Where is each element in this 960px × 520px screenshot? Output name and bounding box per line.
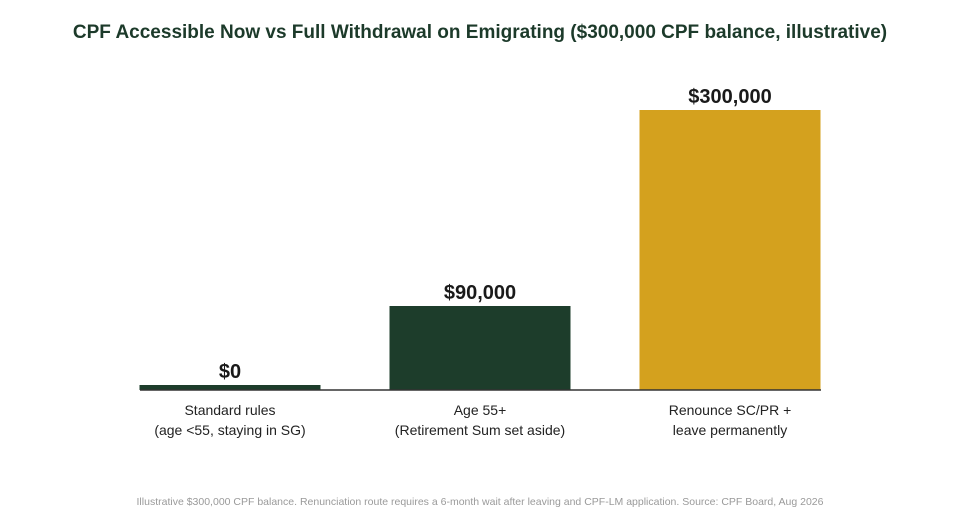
category-label-1-0: Age 55+ — [454, 402, 507, 418]
chart-title: CPF Accessible Now vs Full Withdrawal on… — [72, 22, 888, 43]
category-label-0-0: Standard rules — [184, 402, 275, 418]
category-label-1-1: (Retirement Sum set aside) — [395, 422, 565, 438]
value-label-2: $300,000 — [688, 86, 771, 108]
value-label-1: $90,000 — [444, 282, 516, 304]
value-label-0: $0 — [219, 361, 241, 383]
chart-footnote: Illustrative $300,000 CPF balance. Renun… — [136, 496, 824, 508]
bar-2 — [639, 110, 821, 390]
category-label-0-1: (age <55, staying in SG) — [154, 422, 305, 438]
category-label-2-1: leave permanently — [673, 422, 787, 438]
category-label-2-0: Renounce SC/PR + — [669, 402, 792, 418]
bar-0 — [139, 385, 321, 390]
bar-1 — [389, 306, 571, 390]
